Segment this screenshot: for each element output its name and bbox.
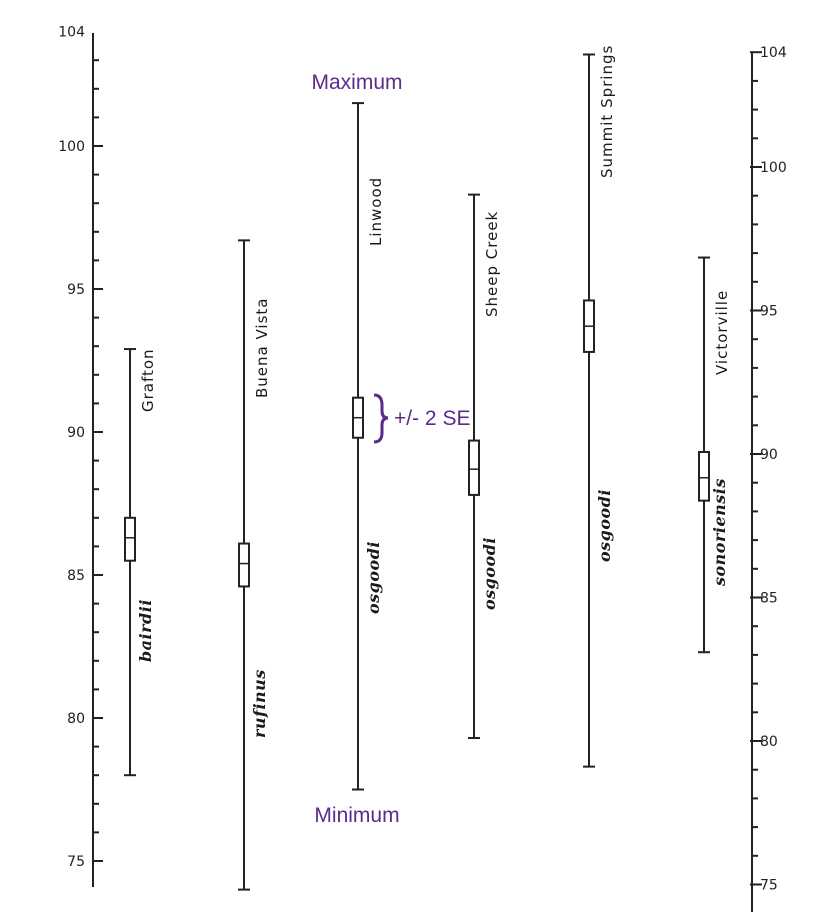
location-label: Sheep Creek bbox=[483, 211, 501, 317]
location-label: Linwood bbox=[367, 177, 385, 246]
annotations: Maximum Minimum +/- 2 SE bbox=[311, 71, 470, 827]
se-box bbox=[124, 516, 136, 562]
right-y-axis: 75 80 85 90 95 100 104 bbox=[750, 45, 787, 912]
tick-label: 100 bbox=[760, 160, 787, 176]
se-annotation: +/- 2 SE bbox=[394, 407, 470, 430]
maximum-annotation: Maximum bbox=[311, 71, 402, 94]
tick-label: 75 bbox=[67, 854, 85, 870]
subspecies-label: bairdii bbox=[136, 599, 155, 662]
range-grafton: Grafton bairdii bbox=[124, 348, 157, 777]
tick-label: 85 bbox=[760, 591, 778, 607]
tick-label: 85 bbox=[67, 568, 85, 584]
tick-label: 104 bbox=[760, 45, 787, 61]
left-y-axis: 75 80 85 90 95 100 104 bbox=[58, 25, 103, 887]
subspecies-label: osgoodi bbox=[364, 541, 383, 614]
subspecies-label: osgoodi bbox=[480, 537, 499, 610]
subspecies-label: osgoodi bbox=[595, 489, 614, 562]
tick-label: 100 bbox=[58, 139, 85, 155]
tick-label: 80 bbox=[760, 734, 778, 750]
location-label: Grafton bbox=[139, 348, 157, 412]
se-brace bbox=[373, 393, 389, 444]
tick-label: 95 bbox=[760, 304, 778, 320]
range-summit-springs: Summit Springs osgoodi bbox=[583, 45, 616, 768]
tick-label: 75 bbox=[760, 878, 778, 894]
subspecies-label: rufinus bbox=[250, 669, 269, 738]
range-sheep-creek: Sheep Creek osgoodi bbox=[468, 193, 501, 740]
tick-label: 80 bbox=[67, 711, 85, 727]
minimum-annotation: Minimum bbox=[314, 804, 399, 827]
tick-label: 90 bbox=[760, 447, 778, 463]
location-label: Victorville bbox=[713, 290, 731, 375]
location-label: Summit Springs bbox=[598, 45, 616, 178]
tick-label: 90 bbox=[67, 425, 85, 441]
location-label: Buena Vista bbox=[253, 298, 271, 398]
se-box bbox=[698, 451, 710, 502]
range-linwood: Linwood osgoodi bbox=[352, 102, 385, 791]
subspecies-label: sonoriensis bbox=[710, 478, 729, 587]
se-box bbox=[238, 542, 250, 588]
range-buena-vista: Buena Vista rufinus bbox=[238, 239, 271, 891]
tick-label: 104 bbox=[58, 25, 85, 41]
se-box bbox=[468, 439, 480, 496]
tick-label: 95 bbox=[67, 282, 85, 298]
range-series: Grafton bairdii Buena Vista rufinus Linwood o… bbox=[124, 45, 731, 891]
range-victorville: Victorville sonoriensis bbox=[698, 256, 731, 654]
